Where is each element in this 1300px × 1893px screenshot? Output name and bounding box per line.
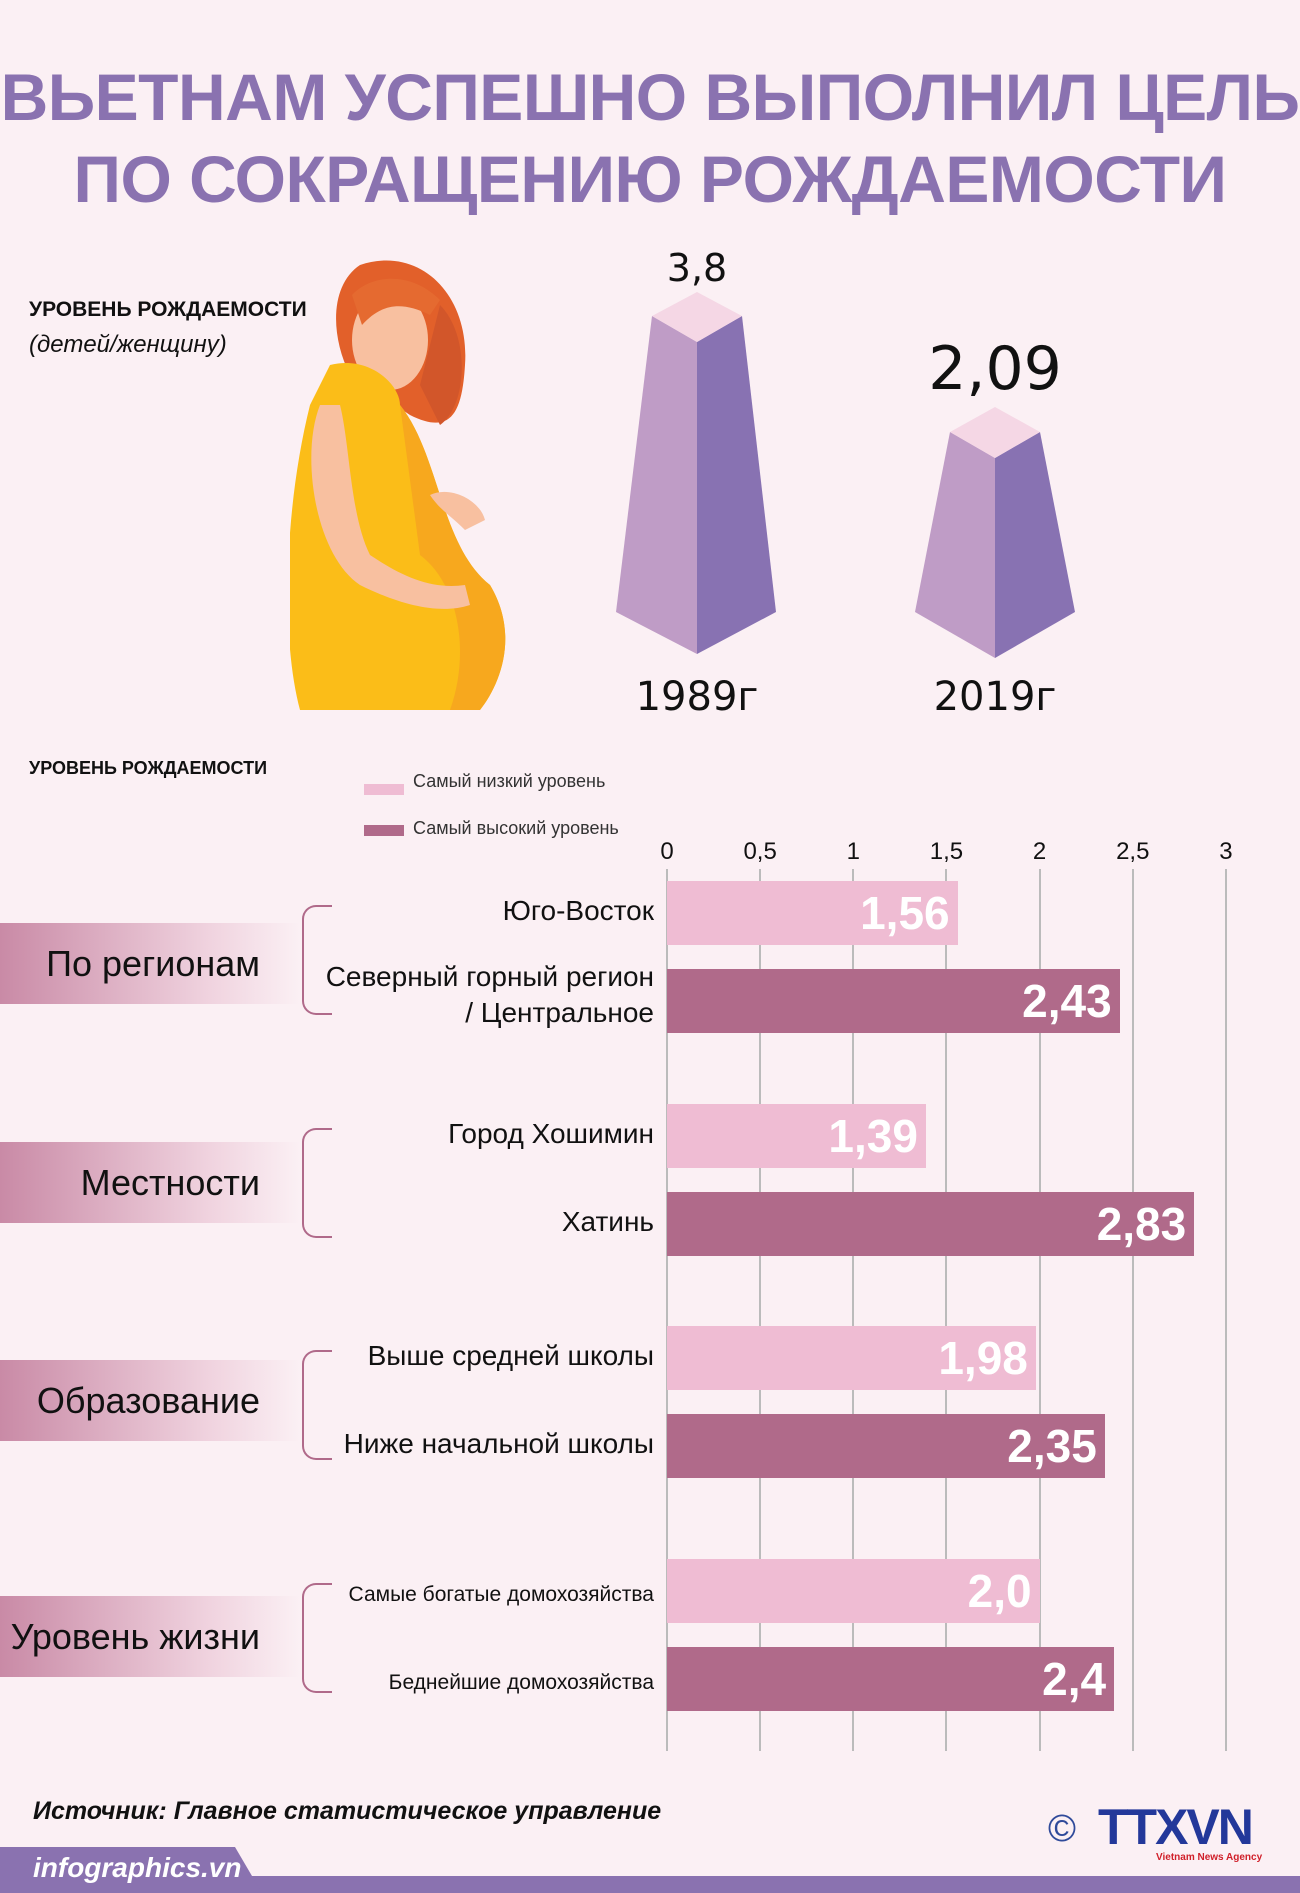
pillar-1989 [616,292,776,654]
bar-value-label: 2,0 [967,1565,1032,1617]
copyright-icon: © [1048,1808,1076,1850]
category-label: Юго-Восток [502,895,654,926]
page-title: ВЬЕТНАМ УСПЕШНО ВЫПОЛНИЛ ЦЕЛЬ ПО СОКРАЩЕ… [0,60,1300,216]
site-link[interactable]: infographics.vn [33,1852,242,1883]
gridline [945,869,948,1751]
chart-heading: УРОВЕНЬ РОЖДАЕМОСТИ [29,758,268,778]
ttxvn-logo: TTXVN [1098,1799,1254,1855]
tick-label: 2 [1032,838,1047,865]
tick-label: 0,5 [743,838,777,865]
source-text: Источник: Главное статистическое управле… [33,1797,662,1825]
pillar-value-2019: 2,09 [928,334,1062,404]
category-label: Беднейшие домохозяйства [388,1671,654,1694]
bar-value-label: 2,83 [1096,1198,1187,1250]
category-label: Самые богатые домохозяйства [348,1583,654,1606]
legend-label-high: Самый высокий уровень [413,818,619,838]
legend-swatch-high [364,825,404,836]
pillar-year-2019: 2019г [933,674,1057,720]
bar-value-label: 2,35 [1007,1420,1097,1472]
tick-label: 1 [846,838,860,865]
gridline [1131,869,1134,1751]
category-label: Хатинь [561,1206,654,1237]
footer-tab [0,1847,262,1893]
pregnant-woman-illustration [290,260,506,710]
agency-name: Vietnam News Agency [1156,1852,1263,1863]
footer-bar [0,1876,1300,1893]
group-label: Уровень жизни [0,1596,300,1677]
group-bracket [302,1128,332,1238]
group-label: Местности [0,1142,300,1223]
group-bracket [302,905,332,1015]
gridline [852,869,855,1751]
tick-label: 0 [660,838,674,865]
bar-value-label: 1,56 [860,887,950,939]
gridline [1038,869,1041,1751]
legend-swatch-low [364,784,404,795]
bar: 1,39 [667,1104,926,1168]
tick-label: 2,5 [1116,838,1150,865]
gridline [666,869,668,1751]
bar-value-label: 2,43 [1022,975,1112,1027]
category-label: Город Хошимин [448,1118,654,1149]
bar-value-label: 1,98 [938,1332,1028,1384]
tick-label: 1,5 [929,838,964,865]
pillars-chart [616,292,1075,658]
bar: 2,43 [667,969,1120,1033]
bar: 2,35 [667,1414,1105,1478]
pillar-value-1989: 3,8 [666,246,728,290]
category-label: Северный горный регион / Центральное [325,961,654,1028]
tick-label: 3 [1219,838,1233,865]
bar: 2,83 [667,1192,1195,1256]
pillar-2019 [915,407,1075,658]
category-label: Выше средней школы [367,1340,654,1371]
group-label: По регионам [0,923,300,1004]
group-bracket [302,1583,332,1693]
bar: 2,4 [667,1647,1115,1711]
bar: 2,0 [667,1559,1040,1623]
bar-value-label: 2,4 [1042,1653,1107,1705]
bar: 1,98 [667,1326,1036,1390]
pillar-year-1989: 1989г [635,674,759,720]
birthrate-unit: (детей/женщину) [29,331,227,358]
group-label: Образование [0,1360,300,1441]
category-label: Ниже начальной школы [343,1428,654,1459]
group-bracket [302,1350,332,1460]
bar-value-label: 1,39 [828,1110,918,1162]
bar: 1,56 [667,881,958,945]
legend-label-low: Самый низкий уровень [413,771,606,791]
gridline [1224,869,1227,1751]
birthrate-heading: УРОВЕНЬ РОЖДАЕМОСТИ [29,298,307,321]
gridline [759,869,762,1751]
